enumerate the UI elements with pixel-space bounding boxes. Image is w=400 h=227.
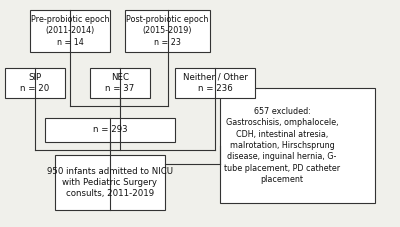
Text: 657 excluded:
Gastroschisis, omphalocele,
CDH, intestinal atresia,
malrotation, : 657 excluded: Gastroschisis, omphalocele…: [224, 107, 340, 184]
FancyBboxPatch shape: [30, 10, 110, 52]
Text: 950 infants admitted to NICU
with Pediatric Surgery
consults, 2011-2019: 950 infants admitted to NICU with Pediat…: [47, 167, 173, 198]
Text: Neither / Other
n = 236: Neither / Other n = 236: [182, 73, 248, 93]
FancyBboxPatch shape: [5, 68, 65, 98]
FancyBboxPatch shape: [90, 68, 150, 98]
FancyBboxPatch shape: [125, 10, 210, 52]
FancyBboxPatch shape: [175, 68, 255, 98]
Text: Pre-probiotic epoch
(2011-2014)
n = 14: Pre-probiotic epoch (2011-2014) n = 14: [31, 15, 109, 47]
Text: Post-probiotic epoch
(2015-2019)
n = 23: Post-probiotic epoch (2015-2019) n = 23: [126, 15, 209, 47]
FancyBboxPatch shape: [55, 155, 165, 210]
FancyBboxPatch shape: [220, 88, 375, 203]
Text: SIP
n = 20: SIP n = 20: [20, 73, 50, 93]
Text: n = 293: n = 293: [93, 126, 127, 135]
Text: NEC
n = 37: NEC n = 37: [105, 73, 135, 93]
FancyBboxPatch shape: [45, 118, 175, 142]
